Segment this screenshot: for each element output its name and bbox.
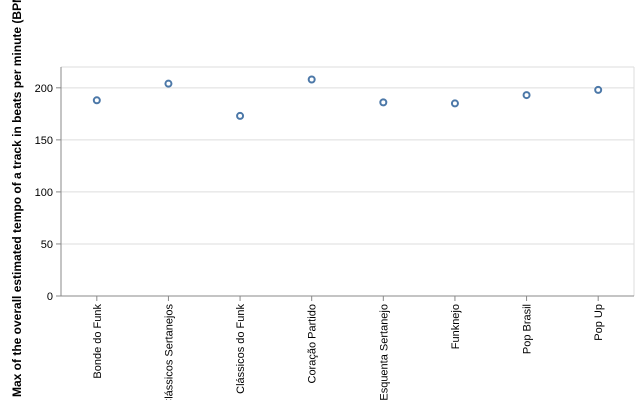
x-tick-label: Clássicos do Funk	[235, 304, 247, 394]
y-axis-ticks: 0 50 100 150 200	[35, 83, 61, 303]
data-point	[236, 111, 245, 120]
y-tick-label: 100	[35, 187, 53, 199]
data-point	[522, 91, 531, 100]
y-axis-title: Max of the overall estimated tempo of a …	[10, 0, 24, 397]
y-tick-label: 50	[41, 239, 53, 251]
axes	[60, 67, 634, 297]
x-tick-label: Clássicos Sertanejos	[163, 304, 175, 400]
data-point	[164, 79, 173, 88]
x-tick-label: Esquenta Sertanejo	[378, 304, 390, 400]
data-point	[379, 98, 388, 107]
data-point	[594, 85, 603, 94]
x-axis-ticks: Bonde do Funk Clássicos Sertanejos Clássic…	[92, 296, 605, 400]
x-tick-label: Funknejo	[450, 304, 462, 349]
y-tick-label: 0	[47, 291, 53, 303]
y-gridlines	[61, 66, 635, 297]
x-tick-label: Bonde do Funk	[92, 304, 104, 379]
data-point	[450, 99, 459, 108]
x-tick-label: Pop Up	[593, 304, 605, 341]
data-point	[92, 96, 101, 105]
x-tick-label: Pop Brasil	[522, 304, 534, 354]
x-tick-label: Coração Partido	[307, 304, 319, 384]
y-tick-label: 150	[35, 135, 53, 147]
data-points	[92, 75, 603, 120]
y-tick-label: 200	[35, 83, 53, 95]
data-point	[307, 75, 316, 84]
